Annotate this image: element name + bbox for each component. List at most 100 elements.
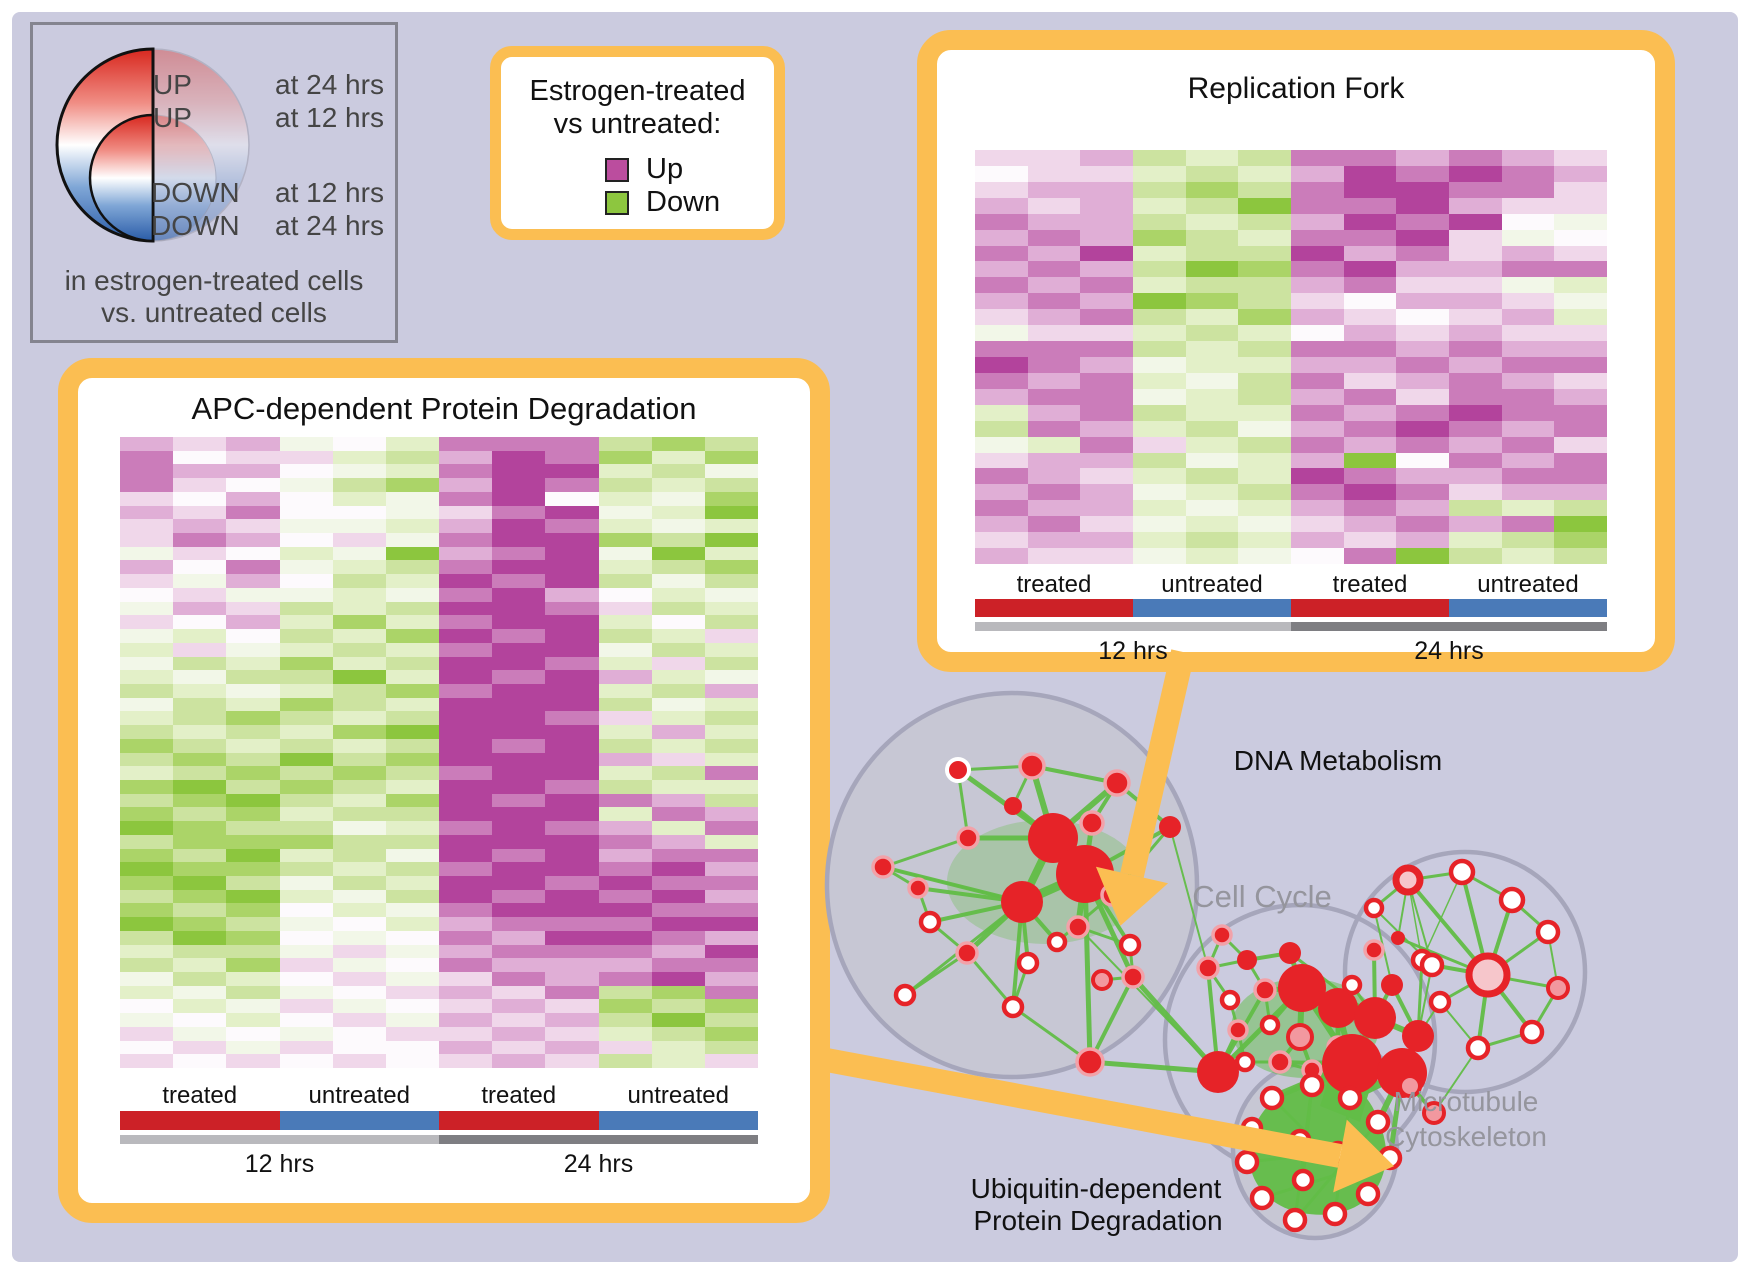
heatmap-cell	[1554, 452, 1608, 469]
heatmap-cell	[226, 683, 280, 698]
heatmap-cell	[1133, 245, 1186, 262]
heatmap-cell	[651, 958, 705, 973]
heatmap-row	[120, 478, 759, 492]
heatmap-cell	[1080, 468, 1134, 485]
heatmap-cell	[1554, 245, 1608, 262]
heatmap-cell	[545, 546, 599, 561]
heatmap-cell	[975, 165, 1028, 182]
heatmap-cell	[704, 725, 759, 739]
heatmap-cell	[173, 738, 227, 753]
heatmap-cell	[1133, 404, 1186, 421]
heatmap-cell	[975, 452, 1028, 469]
heatmap-cell	[1238, 436, 1292, 453]
heatmap-cell	[279, 519, 333, 534]
heatmap-cell	[1449, 356, 1502, 373]
heatmap-row	[975, 372, 1608, 389]
heatmap-cell	[173, 917, 227, 931]
heatmap-cell	[226, 972, 280, 986]
heatmap-cell	[545, 972, 599, 986]
heatmap-cell	[226, 1054, 280, 1069]
treated-bar-segment	[439, 1111, 599, 1130]
heatmap-cell	[173, 711, 227, 726]
heatmap-cell	[226, 629, 280, 643]
heatmap-cell	[975, 261, 1028, 278]
heatmap-cell	[173, 807, 227, 822]
heatmap-row	[120, 601, 759, 616]
heatmap-cell	[120, 972, 174, 986]
heatmap-cell	[704, 876, 759, 890]
heatmap-cell	[385, 505, 440, 520]
heatmap-cell	[1501, 372, 1555, 389]
heatmap-cell	[704, 903, 759, 918]
heatmap-cell	[1080, 150, 1134, 166]
heatmap-cell	[545, 697, 599, 712]
heatmap-cell	[545, 807, 599, 822]
group-label: untreated	[627, 1082, 729, 1109]
heatmap-cell	[651, 944, 705, 959]
heatmap-cell	[1185, 516, 1239, 533]
heatmap-cell	[1080, 165, 1134, 182]
heatmap-cell	[704, 985, 759, 1000]
heatmap-cell	[120, 629, 174, 643]
heatmap-cell	[1133, 436, 1186, 453]
heatmap-cell	[704, 697, 759, 712]
heatmap-cell	[1027, 261, 1081, 278]
heatmap-cell	[704, 738, 759, 753]
heatmap-cell	[279, 697, 333, 712]
heatmap-cell	[332, 807, 386, 822]
heatmap-cell	[492, 779, 546, 794]
heatmap-cell	[492, 505, 546, 520]
heatmap-cell	[1396, 452, 1450, 469]
heatmap-cell	[651, 1026, 705, 1041]
heatmap-cell	[332, 656, 386, 671]
heatmap-cell	[332, 670, 386, 684]
heatmap-cell	[492, 917, 546, 931]
heatmap-cell	[598, 574, 652, 588]
heatmap-cell	[439, 889, 493, 904]
heatmap-cell	[279, 930, 333, 945]
heatmap-cell	[1291, 277, 1344, 294]
up-label: Up	[646, 153, 684, 185]
heatmap-cell	[545, 560, 599, 575]
heatmap-cell	[1501, 341, 1555, 357]
heatmap-cell	[1291, 468, 1344, 485]
heatmap-cell	[1027, 532, 1081, 549]
heatmap-cell	[1133, 229, 1186, 246]
heatmap-cell	[120, 450, 174, 465]
heatmap-cell	[279, 793, 333, 808]
heatmap-cell	[1449, 293, 1502, 310]
heatmap-cell	[1554, 436, 1608, 453]
heatmap-row	[975, 165, 1608, 182]
heatmap-cell	[173, 683, 227, 698]
heatmap-cell	[173, 834, 227, 849]
heatmap-cell	[173, 999, 227, 1014]
heatmap-cell	[120, 697, 174, 712]
heatmap-cell	[173, 848, 227, 863]
heatmap-cell	[545, 1040, 599, 1055]
heatmap-cell	[226, 821, 280, 835]
heatmap-row	[120, 560, 759, 575]
heatmap-cell	[651, 629, 705, 643]
heatmap-cell	[120, 683, 174, 698]
heatmap-cell	[1027, 277, 1081, 294]
heatmap-cell	[226, 478, 280, 492]
heatmap-cell	[439, 1026, 493, 1041]
heatmap-cell	[1343, 548, 1397, 564]
heatmap-cell	[651, 876, 705, 890]
heatmap-cell	[1449, 245, 1502, 262]
heatmap-cell	[598, 834, 652, 849]
heatmap-cell	[279, 738, 333, 753]
heatmap-cell	[120, 533, 174, 547]
heatmap-cell	[1238, 197, 1292, 214]
heatmap-cell	[1396, 165, 1450, 182]
heatmap-cell	[385, 738, 440, 753]
heatmap-cell	[226, 587, 280, 602]
heatmap-cell	[173, 629, 227, 643]
heatmap-cell	[120, 670, 174, 684]
heatmap-row	[120, 683, 759, 698]
heatmap-cell	[492, 629, 546, 643]
heatmap-cell	[651, 889, 705, 904]
bar-12hrs	[975, 622, 1291, 631]
heatmap-cell	[173, 519, 227, 534]
heatmap-cell	[1133, 532, 1186, 549]
